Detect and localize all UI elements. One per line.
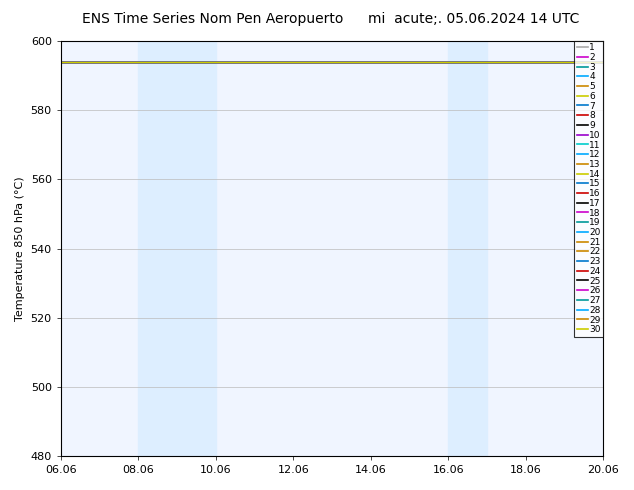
Legend: 1, 2, 3, 4, 5, 6, 7, 8, 9, 10, 11, 12, 13, 14, 15, 16, 17, 18, 19, 20, 21, 22, 2: 1, 2, 3, 4, 5, 6, 7, 8, 9, 10, 11, 12, 1…: [574, 41, 603, 337]
Bar: [448, 41, 487, 456]
Text: ENS Time Series Nom Pen Aeropuerto: ENS Time Series Nom Pen Aeropuerto: [82, 12, 344, 26]
Text: mi  acute;. 05.06.2024 14 UTC: mi acute;. 05.06.2024 14 UTC: [368, 12, 579, 26]
Bar: [138, 41, 216, 456]
Y-axis label: Temperature 850 hPa (°C): Temperature 850 hPa (°C): [15, 176, 25, 321]
